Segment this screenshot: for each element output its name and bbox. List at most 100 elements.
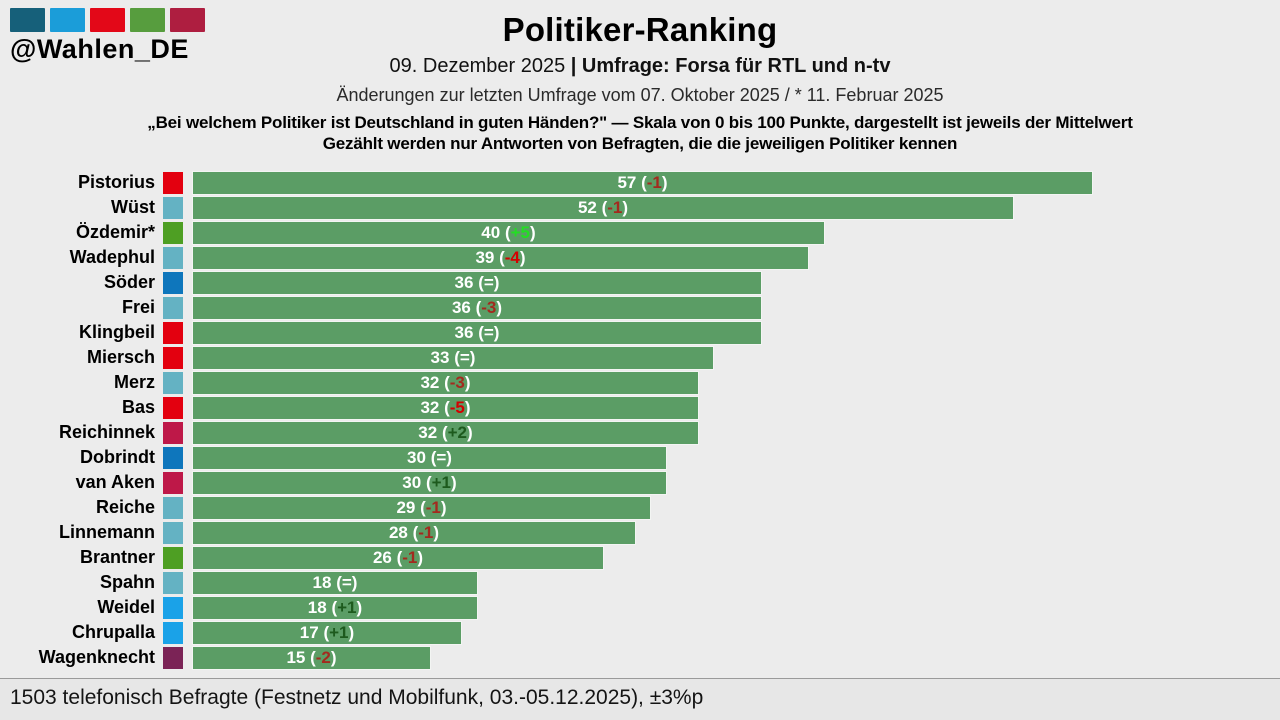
value-bar: 32 (-3) — [193, 371, 698, 394]
party-color-square — [163, 471, 183, 494]
bar-label: 40 (+5) — [481, 222, 535, 244]
bar-track: 36 (=) — [193, 271, 1280, 294]
paren-close: ) — [493, 322, 500, 342]
politician-name: Weidel — [97, 597, 155, 617]
bar-chart: Pistorius 57 (-1) Wüst 52 (-1) Özdemir* … — [0, 170, 1280, 670]
bar-track: 28 (-1) — [193, 521, 1280, 544]
politician-name: Özdemir* — [75, 222, 155, 242]
bar-change: +5 — [510, 222, 531, 242]
bar-change: -1 — [607, 197, 623, 217]
bar-change: = — [436, 447, 447, 467]
bar-value: 28 — [388, 522, 408, 542]
bar-label: 15 (-2) — [286, 647, 336, 669]
bar-track: 40 (+5) — [193, 221, 1280, 244]
chart-row: Pistorius 57 (-1) — [0, 170, 1280, 195]
bar-value: 17 — [299, 622, 319, 642]
bar-value: 36 — [454, 322, 474, 342]
party-color-square — [163, 396, 183, 419]
value-bar: 52 (-1) — [193, 196, 1013, 219]
politician-name: Wagenknecht — [38, 647, 155, 667]
bar-label: 36 (=) — [455, 272, 500, 294]
bar-value: 33 — [430, 347, 450, 367]
chart-row: Söder 36 (=) — [0, 270, 1280, 295]
politician-name: Pistorius — [77, 172, 155, 192]
party-color-square — [163, 546, 183, 569]
value-bar: 15 (-2) — [193, 646, 430, 669]
bar-label: 18 (+1) — [308, 597, 362, 619]
logo-square-lightblue — [50, 8, 85, 32]
bar-change: -1 — [402, 547, 418, 567]
paren-close: ) — [417, 547, 424, 567]
paren-open: ( — [475, 297, 482, 317]
bar-change: -3 — [481, 297, 497, 317]
paren-open: ( — [425, 472, 432, 492]
paren-open: ( — [412, 522, 419, 542]
party-color-square — [163, 496, 183, 519]
bar-value: 40 — [481, 222, 501, 242]
survey-date: 09. Dezember 2025 — [389, 55, 566, 78]
bar-change: -2 — [315, 647, 331, 667]
paren-close: ) — [519, 247, 526, 267]
chart-row: Weidel 18 (+1) — [0, 595, 1280, 620]
bar-value: 36 — [454, 272, 474, 292]
value-bar: 39 (-4) — [193, 246, 808, 269]
bar-label: 33 (=) — [431, 347, 476, 369]
bar-track: 30 (=) — [193, 446, 1280, 469]
chart-row: Bas 32 (-5) — [0, 395, 1280, 420]
logo-square-crimson — [170, 8, 205, 32]
chart-row: van Aken 30 (+1) — [0, 470, 1280, 495]
bar-label: 32 (-3) — [420, 372, 470, 394]
paren-close: ) — [622, 197, 629, 217]
survey-question-line1: „Bei welchem Politiker ist Deutschland i… — [147, 113, 1133, 133]
politician-name: Klingbeil — [79, 322, 155, 342]
survey-source: Umfrage: Forsa für RTL und n-tv — [581, 55, 891, 78]
party-color-square — [163, 196, 183, 219]
bar-value: 18 — [312, 572, 332, 592]
politician-name: Brantner — [79, 547, 155, 567]
bar-change: = — [483, 272, 494, 292]
bar-track: 26 (-1) — [193, 546, 1280, 569]
bar-label: 36 (=) — [455, 322, 500, 344]
subtitle-separator: | — [565, 55, 582, 78]
logo-square-darkteal — [10, 8, 45, 32]
bar-value: 30 — [407, 447, 426, 467]
politician-name: van Aken — [75, 472, 155, 492]
value-bar: 30 (+1) — [193, 471, 666, 494]
paren-open: ( — [601, 197, 608, 217]
paren-open: ( — [504, 222, 511, 242]
party-color-square — [163, 646, 183, 669]
chart-row: Chrupalla 17 (+1) — [0, 620, 1280, 645]
party-color-square — [163, 221, 183, 244]
politician-name: Reichinnek — [58, 422, 155, 442]
bar-label: 30 (+1) — [402, 472, 456, 494]
party-color-square — [163, 421, 183, 444]
party-color-square — [163, 346, 183, 369]
paren-close: ) — [530, 222, 536, 242]
value-bar: 36 (=) — [193, 321, 761, 344]
party-color-square — [163, 596, 183, 619]
party-color-square — [163, 246, 183, 269]
bar-value: 26 — [372, 547, 392, 567]
paren-open: ( — [454, 347, 460, 367]
bar-change: -4 — [504, 247, 520, 267]
party-color-square — [163, 621, 183, 644]
bar-track: 57 (-1) — [193, 171, 1280, 194]
value-bar: 40 (+5) — [193, 221, 824, 244]
changes-note: Änderungen zur letzten Umfrage vom 07. O… — [336, 85, 944, 106]
bar-value: 32 — [420, 372, 440, 392]
politician-name: Chrupalla — [71, 622, 155, 642]
bar-track: 33 (=) — [193, 346, 1280, 369]
paren-open: ( — [444, 372, 450, 392]
value-bar: 28 (-1) — [193, 521, 635, 544]
paren-close: ) — [464, 397, 471, 417]
bar-value: 30 — [402, 472, 422, 492]
paren-open: ( — [336, 572, 342, 592]
paren-close: ) — [351, 572, 358, 592]
footer: 1503 telefonisch Befragte (Festnetz und … — [0, 678, 1280, 720]
paren-close: ) — [467, 422, 473, 442]
paren-close: ) — [496, 297, 503, 317]
chart-row: Reiche 29 (-1) — [0, 495, 1280, 520]
party-color-square — [163, 571, 183, 594]
chart-row: Wadephul 39 (-4) — [0, 245, 1280, 270]
bar-value: 52 — [577, 197, 597, 217]
